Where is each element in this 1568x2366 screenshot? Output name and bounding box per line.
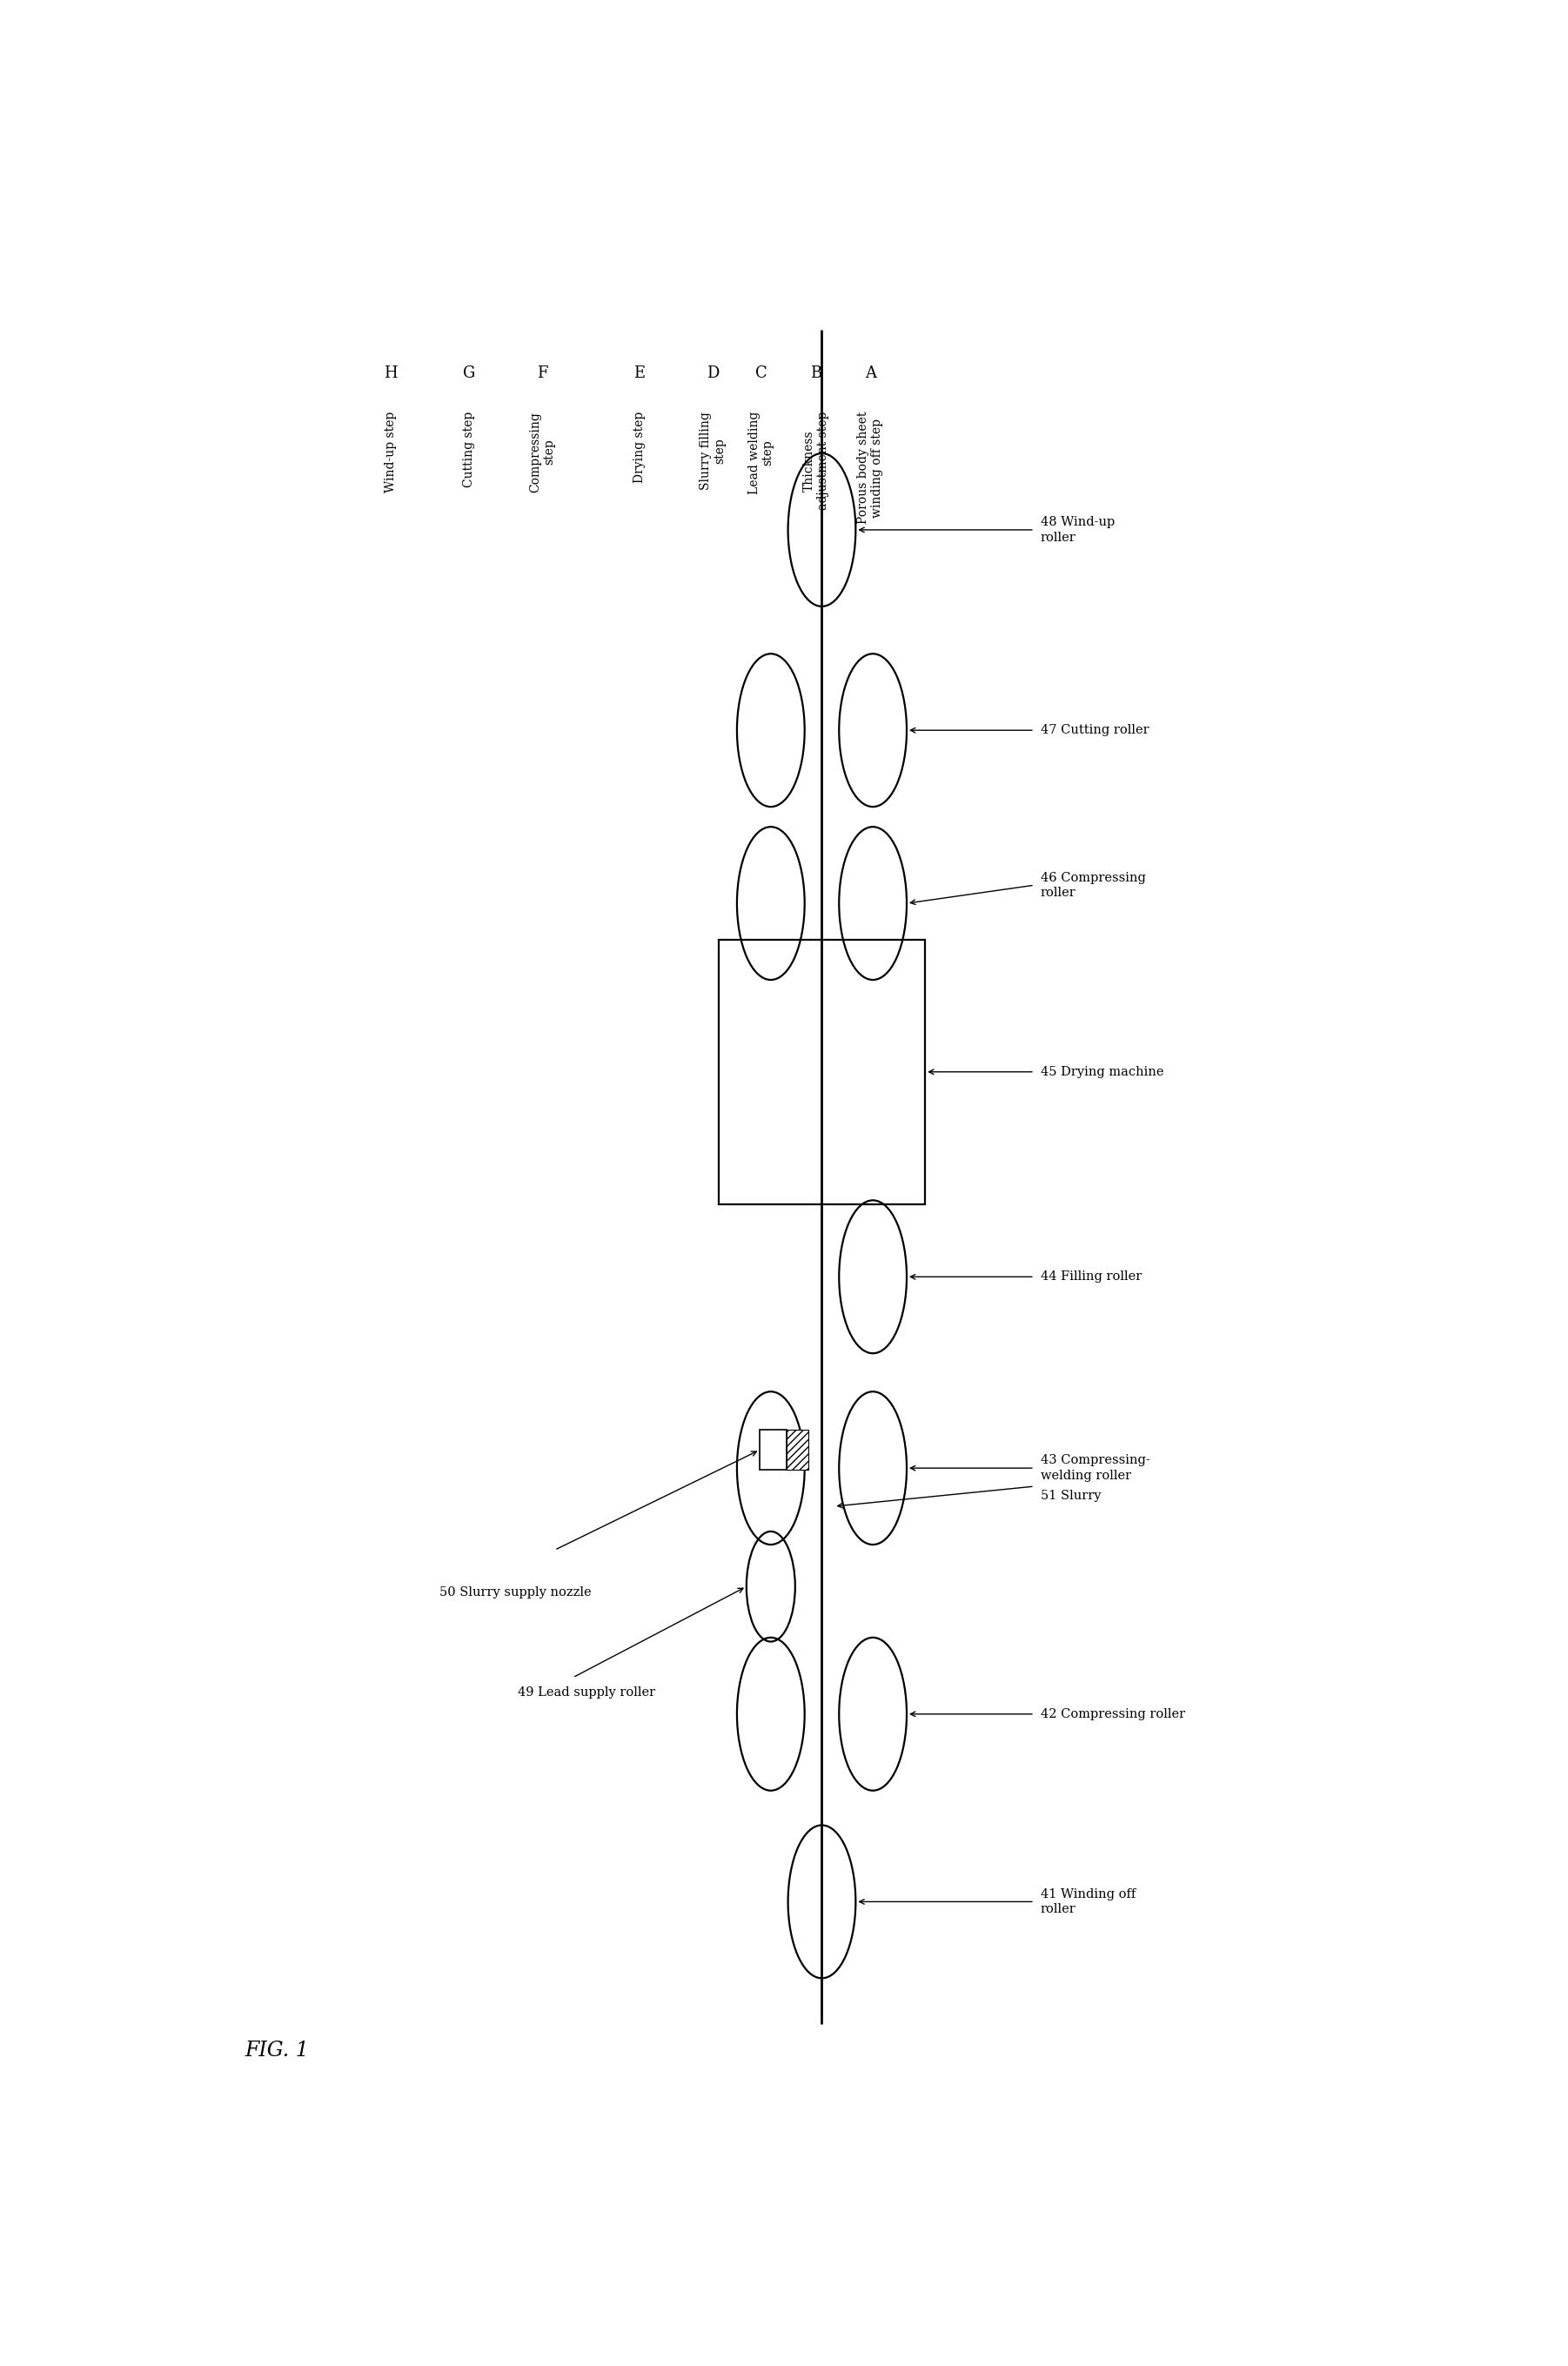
Text: FIG. 1: FIG. 1 bbox=[245, 2039, 309, 2061]
Text: A: A bbox=[866, 367, 877, 381]
Text: 47 Cutting roller: 47 Cutting roller bbox=[1041, 724, 1149, 736]
Text: Compressing
step: Compressing step bbox=[528, 412, 555, 492]
Text: 45 Drying machine: 45 Drying machine bbox=[1041, 1065, 1163, 1079]
Bar bbox=[787, 1429, 809, 1469]
Text: C: C bbox=[756, 367, 767, 381]
Text: Drying step: Drying step bbox=[633, 412, 646, 483]
Text: B: B bbox=[811, 367, 822, 381]
Text: 51 Slurry: 51 Slurry bbox=[1041, 1488, 1101, 1502]
Text: E: E bbox=[633, 367, 646, 381]
Text: Porous body sheet
winding off step: Porous body sheet winding off step bbox=[858, 412, 884, 523]
Text: 50 Slurry supply nozzle: 50 Slurry supply nozzle bbox=[439, 1588, 591, 1599]
Text: 46 Compressing
roller: 46 Compressing roller bbox=[1041, 871, 1146, 899]
Text: Wind-up step: Wind-up step bbox=[384, 412, 397, 492]
Text: Lead welding
step: Lead welding step bbox=[748, 412, 775, 494]
Bar bbox=[760, 1429, 787, 1469]
Text: F: F bbox=[536, 367, 547, 381]
Text: 41 Winding off
roller: 41 Winding off roller bbox=[1041, 1888, 1135, 1916]
Bar bbox=[718, 939, 925, 1204]
Text: H: H bbox=[384, 367, 397, 381]
Text: 49 Lead supply roller: 49 Lead supply roller bbox=[517, 1687, 655, 1699]
Text: Slurry filling
step: Slurry filling step bbox=[699, 412, 726, 490]
Text: 43 Compressing-
welding roller: 43 Compressing- welding roller bbox=[1041, 1455, 1149, 1481]
Text: D: D bbox=[706, 367, 718, 381]
Text: 44 Filling roller: 44 Filling roller bbox=[1041, 1271, 1142, 1282]
Text: Cutting step: Cutting step bbox=[463, 412, 475, 487]
Text: 42 Compressing roller: 42 Compressing roller bbox=[1041, 1708, 1185, 1720]
Text: Thickness
adjustment step: Thickness adjustment step bbox=[803, 412, 829, 511]
Text: 48 Wind-up
roller: 48 Wind-up roller bbox=[1041, 516, 1115, 544]
Text: G: G bbox=[463, 367, 475, 381]
